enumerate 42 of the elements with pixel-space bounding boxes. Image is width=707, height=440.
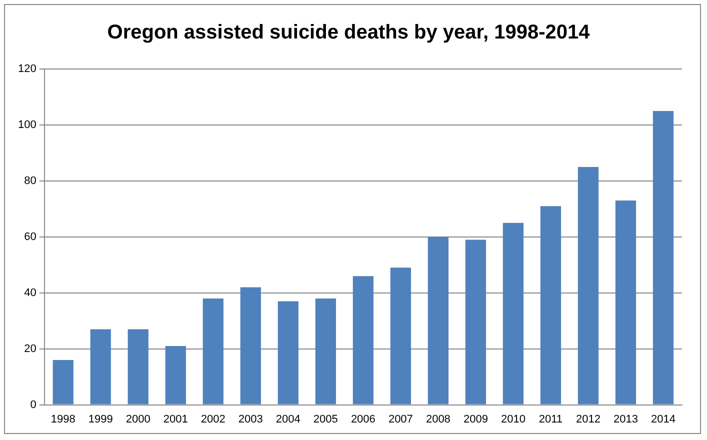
- bar: [465, 240, 486, 404]
- x-tick-label: 2007: [388, 413, 413, 426]
- bar: [502, 222, 524, 404]
- y-tick-label: 100: [18, 119, 36, 131]
- bar: [202, 298, 224, 404]
- bar: [352, 276, 374, 404]
- bar: [240, 287, 261, 404]
- bar: [128, 329, 148, 404]
- x-tick-label: 2011: [538, 413, 563, 426]
- bar: [315, 298, 336, 404]
- y-tick-label: 120: [18, 63, 36, 76]
- x-tick-label: 2001: [163, 413, 188, 426]
- y-tick-label: 20: [24, 342, 36, 355]
- bar: [578, 166, 599, 404]
- x-tick-label: 2014: [651, 413, 676, 426]
- bar: [428, 236, 449, 404]
- x-tick-label: 2002: [200, 413, 226, 426]
- y-tick-label: 0: [30, 398, 36, 411]
- x-tick-label: 2010: [500, 413, 526, 426]
- y-tick-label: 80: [24, 174, 36, 187]
- x-tick-label: 2013: [613, 413, 638, 426]
- x-tick-label: 2003: [238, 413, 263, 426]
- x-tick-label: 2006: [350, 413, 376, 426]
- y-tick-label: 60: [24, 230, 36, 243]
- x-tick-label: 2012: [576, 413, 600, 426]
- x-tick-label: 2008: [426, 413, 450, 426]
- x-tick-label: 1998: [50, 413, 76, 426]
- x-tick-label: 2005: [313, 413, 338, 426]
- x-tick-label: 2009: [463, 413, 488, 426]
- x-tick-label: 2000: [126, 413, 150, 426]
- chart-title: Oregon assisted suicide deaths by year, 1998-2014: [107, 22, 591, 44]
- bar: [90, 329, 111, 404]
- y-tick-label: 40: [24, 286, 36, 299]
- bar: [390, 268, 411, 404]
- x-tick-label: 2004: [276, 413, 300, 426]
- bar: [652, 110, 674, 404]
- bar: [615, 200, 636, 404]
- bar: [52, 360, 74, 404]
- x-tick-label: 1999: [88, 413, 113, 426]
- bar: [278, 301, 298, 404]
- bar: [165, 346, 186, 404]
- bar: [540, 206, 562, 404]
